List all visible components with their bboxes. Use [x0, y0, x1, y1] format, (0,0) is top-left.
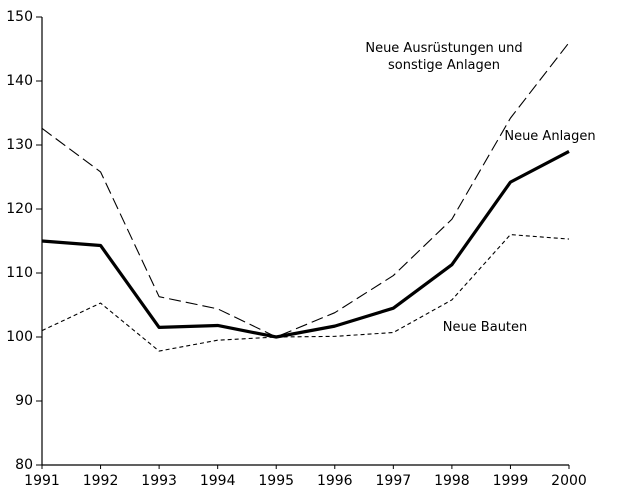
x-tick-label: 1994: [200, 473, 236, 489]
line-series: [41, 149, 570, 339]
x-tick-label: 1999: [493, 473, 529, 489]
y-tick-label: 140: [6, 73, 33, 89]
y-tick-label: 90: [15, 393, 33, 409]
y-tick-label: 130: [6, 137, 33, 153]
x-tick-label: 1998: [434, 473, 470, 489]
series-label: Neue Anlagen: [504, 129, 596, 144]
line-series: [41, 42, 570, 338]
x-tick-label: 1996: [317, 473, 353, 489]
x-tick-label: 1993: [141, 473, 177, 489]
x-tick-label: 1995: [258, 473, 294, 489]
y-tick-label: 110: [6, 265, 33, 281]
y-tick-label: 80: [15, 457, 33, 473]
x-tick-label: 1991: [24, 473, 60, 489]
line-series: [41, 234, 570, 352]
y-tick-label: 100: [6, 329, 33, 345]
x-tick-label: 2000: [551, 473, 587, 489]
series-label: Neue Bauten: [442, 320, 528, 335]
x-tick-label: 1992: [83, 473, 119, 489]
x-tick-label: 1997: [376, 473, 412, 489]
y-tick-label: 150: [6, 9, 33, 25]
y-tick-label: 120: [6, 201, 33, 217]
series-label: Neue Ausrüstungen und sonstige Anlagen: [365, 41, 523, 73]
